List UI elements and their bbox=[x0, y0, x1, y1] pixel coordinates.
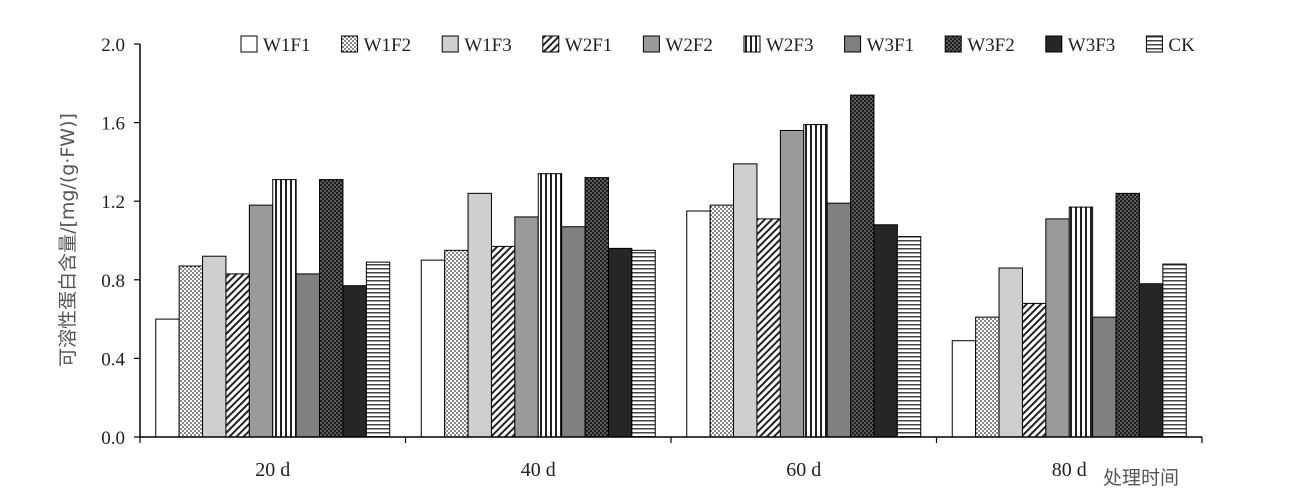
legend-label-W2F3: W2F3 bbox=[766, 35, 814, 56]
legend-swatch-CK bbox=[1145, 35, 1163, 53]
axes-layer: 0.0 0.4 0.8 1.2 1.6 2.0 20 d 40 d 60 d 80 d bbox=[101, 35, 1203, 481]
legend: W1F1 W1F2 W1F3 W2F1 W2F2 W2F3 W3F1 W3F2 W3F3 CK bbox=[240, 35, 1195, 56]
bar-W1F3-20d bbox=[202, 255, 227, 438]
legend-swatch-W3F3 bbox=[1045, 35, 1063, 53]
bar-W3F1-60d bbox=[826, 202, 852, 438]
bar-W1F2-80d bbox=[975, 316, 1000, 438]
category-label: 40 d bbox=[521, 459, 556, 481]
bar-W2F1-20d bbox=[225, 273, 250, 438]
bar-W2F2-60d bbox=[779, 129, 805, 438]
bar-W1F1-40d bbox=[420, 259, 446, 438]
bar-W2F3-80d bbox=[1068, 206, 1094, 438]
bar-W3F3-40d bbox=[607, 247, 633, 438]
y-axis-title: 可溶性蛋白含量/[mg/(g·FW)] bbox=[57, 113, 79, 367]
category-label: 20 d bbox=[255, 459, 290, 481]
legend-swatch-W1F1 bbox=[240, 35, 258, 53]
category-label: 80 d bbox=[1052, 459, 1087, 481]
bar-W3F3-80d bbox=[1138, 283, 1164, 438]
legend-label-W1F2: W1F2 bbox=[364, 35, 412, 56]
bar-W2F1-60d bbox=[756, 218, 781, 438]
bar-W1F2-40d bbox=[444, 249, 469, 438]
bar-W3F1-80d bbox=[1092, 316, 1117, 438]
legend-label-W2F2: W2F2 bbox=[665, 35, 713, 56]
bar-W2F1-80d bbox=[1021, 302, 1047, 438]
bar-W1F1-80d bbox=[951, 340, 977, 438]
legend-swatch-W1F2 bbox=[341, 35, 359, 53]
y-tick-label: 0.4 bbox=[101, 349, 125, 370]
legend-label-W1F3: W1F3 bbox=[464, 35, 512, 56]
legend-swatch-W2F1 bbox=[542, 35, 560, 53]
bar-W2F2-20d bbox=[248, 204, 274, 438]
bar-CK-20d bbox=[365, 261, 391, 438]
bar-W3F2-80d bbox=[1115, 192, 1140, 438]
y-tick-label: 0.8 bbox=[101, 271, 125, 292]
bar-CK-40d bbox=[631, 249, 656, 438]
bars-layer bbox=[155, 94, 1187, 438]
bar-W2F3-60d bbox=[803, 124, 828, 438]
bar-W1F3-80d bbox=[998, 267, 1023, 438]
legend-swatch-W2F2 bbox=[642, 35, 660, 53]
bar-W3F2-40d bbox=[584, 177, 609, 438]
legend-label-W3F1: W3F1 bbox=[867, 35, 915, 56]
legend-swatch-W2F3 bbox=[743, 35, 761, 53]
bar-W1F1-60d bbox=[686, 210, 711, 438]
bar-W1F3-60d bbox=[733, 163, 758, 438]
bar-W2F1-40d bbox=[490, 245, 516, 438]
bar-W2F3-40d bbox=[537, 173, 563, 438]
bar-W3F1-40d bbox=[561, 226, 586, 438]
y-tick-label: 2.0 bbox=[101, 35, 125, 56]
y-tick-label: 0.0 bbox=[101, 428, 125, 449]
bar-W3F1-20d bbox=[295, 273, 321, 438]
x-axis-title: 处理时间 bbox=[1103, 467, 1179, 489]
bar-W1F2-20d bbox=[178, 265, 204, 438]
bar-W3F3-20d bbox=[342, 285, 367, 438]
legend-label-W1F1: W1F1 bbox=[263, 35, 311, 56]
bar-W3F2-20d bbox=[319, 179, 344, 438]
category-label: 60 d bbox=[786, 459, 821, 481]
bar-W2F3-20d bbox=[272, 179, 297, 438]
bar-W1F1-20d bbox=[155, 318, 180, 438]
legend-label-W2F1: W2F1 bbox=[565, 35, 613, 56]
bar-CK-80d bbox=[1162, 263, 1187, 438]
legend-label-W3F2: W3F2 bbox=[967, 35, 1015, 56]
legend-label-W3F3: W3F3 bbox=[1068, 35, 1116, 56]
bar-W1F2-60d bbox=[709, 204, 735, 438]
y-tick-label: 1.6 bbox=[101, 114, 125, 135]
legend-swatch-W3F1 bbox=[844, 35, 862, 53]
legend-label-CK: CK bbox=[1168, 35, 1195, 56]
bar-W1F3-40d bbox=[467, 192, 492, 438]
bar-CK-60d bbox=[896, 236, 922, 438]
bar-W3F2-60d bbox=[850, 94, 875, 438]
bar-W3F3-60d bbox=[873, 224, 898, 438]
legend-swatch-W1F3 bbox=[441, 35, 459, 53]
legend-swatch-W3F2 bbox=[944, 35, 962, 53]
y-axis-title-group: 可溶性蛋白含量/[mg/(g·FW)] bbox=[57, 113, 79, 367]
y-tick-label: 1.2 bbox=[101, 192, 125, 213]
bar-W2F2-40d bbox=[514, 216, 539, 438]
bar-W2F2-80d bbox=[1045, 218, 1070, 438]
